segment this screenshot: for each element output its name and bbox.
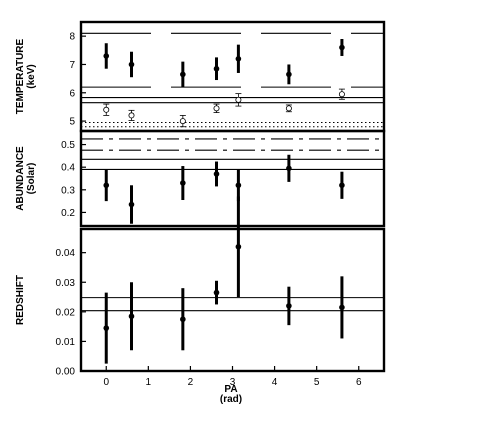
y-tick-label: 0.2 xyxy=(61,208,75,219)
data-point xyxy=(213,65,220,72)
data-point xyxy=(128,313,135,320)
x-tick-label: 5 xyxy=(314,377,320,388)
y-tick-label: 0.4 xyxy=(61,163,75,174)
data-point xyxy=(235,56,242,62)
data-point xyxy=(213,171,220,177)
data-point xyxy=(235,182,242,189)
x-axis-title: PA xyxy=(224,384,237,395)
data-point xyxy=(128,201,135,208)
data-point xyxy=(339,44,345,51)
data-point-open xyxy=(213,105,220,112)
y-tick-label: 6 xyxy=(69,88,75,99)
data-point xyxy=(103,182,110,189)
y-tick-label: 0.02 xyxy=(56,307,76,318)
data-point-open xyxy=(285,105,292,112)
panel-2: 0.2 0.3 0.4 0.5 ABUNDANCE (Solar) xyxy=(15,129,386,228)
data-point xyxy=(339,182,345,189)
data-point xyxy=(103,325,110,331)
y-tick-label: 0.03 xyxy=(56,278,76,289)
y-tick-label: 0.5 xyxy=(61,140,75,151)
data-point xyxy=(180,71,186,78)
data-point xyxy=(213,289,220,296)
y-tick-label: 7 xyxy=(69,60,75,71)
x-tick-label: 2 xyxy=(188,377,194,388)
y-axis-unit: (keV) xyxy=(26,64,37,88)
panel-frame xyxy=(79,20,386,133)
data-point xyxy=(286,71,292,78)
data-point xyxy=(103,53,110,59)
data-point xyxy=(286,165,292,172)
data-point-open xyxy=(128,112,135,119)
y-axis-title: ABUNDANCE xyxy=(15,146,26,211)
panel-frame xyxy=(79,227,386,373)
data-point-open xyxy=(103,106,110,113)
data-point-open xyxy=(338,91,345,98)
data-point xyxy=(128,61,135,68)
y-axis-title: REDSHIFT xyxy=(15,275,26,325)
y-tick-label: 0.01 xyxy=(56,337,76,348)
x-tick-label: 1 xyxy=(146,377,152,388)
x-tick-label: 0 xyxy=(103,377,109,388)
x-tick-label: 6 xyxy=(356,377,362,388)
data-point xyxy=(180,180,186,186)
x-tick-label: 3 xyxy=(230,377,236,388)
y-tick-label: 8 xyxy=(69,32,75,43)
data-point xyxy=(235,243,242,250)
data-point xyxy=(339,304,345,311)
data-point-open xyxy=(179,118,186,125)
data-point-open xyxy=(235,96,242,103)
y-tick-label: 0.00 xyxy=(56,367,76,378)
data-point xyxy=(180,316,186,323)
y-tick-label: 0.04 xyxy=(56,248,76,259)
panel-1: 5 6 7 8 TEMPERATURE (keV) xyxy=(15,20,386,133)
x-axis-unit: (rad) xyxy=(220,394,242,405)
panel-3: 0.00 0.01 0.02 0.03 0.04 REDSHIFT 0 1 2 3 4 5 6 xyxy=(15,196,386,388)
y-tick-label: 5 xyxy=(69,117,75,128)
y-axis-unit: (Solar) xyxy=(26,163,37,195)
y-axis-title: TEMPERATURE xyxy=(15,38,26,114)
x-tick-label: 4 xyxy=(272,377,278,388)
panel-frame xyxy=(79,129,386,228)
y-tick-label: 0.3 xyxy=(61,185,75,196)
data-point xyxy=(286,303,292,309)
